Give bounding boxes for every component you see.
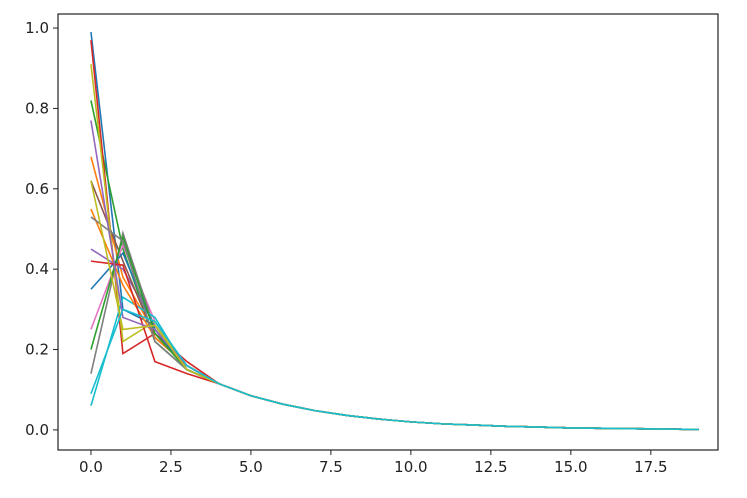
x-tick-label: 12.5 [474, 458, 507, 476]
x-tick-label: 2.5 [159, 458, 183, 476]
y-tick-label: 0.2 [25, 341, 49, 359]
x-tick-label: 10.0 [394, 458, 427, 476]
line [90, 100, 699, 431]
line [90, 248, 699, 431]
line [90, 251, 699, 431]
x-tick-label: 17.5 [634, 458, 667, 476]
y-tick-label: 0.6 [25, 180, 49, 198]
line [90, 234, 699, 431]
line [90, 120, 699, 431]
line [90, 64, 699, 431]
x-tick-label: 5.0 [239, 458, 263, 476]
y-tick-label: 1.0 [25, 19, 49, 37]
line [90, 308, 699, 431]
line [90, 180, 699, 431]
x-tick-label: 7.5 [319, 458, 343, 476]
line [90, 208, 699, 431]
line [90, 242, 699, 431]
y-tick-label: 0.8 [25, 99, 49, 117]
line [90, 260, 699, 431]
x-tick-label: 15.0 [554, 458, 587, 476]
line [90, 180, 699, 431]
line [90, 156, 699, 431]
x-tick-label: 0.0 [79, 458, 103, 476]
line [90, 230, 699, 431]
y-tick-label: 0.4 [25, 260, 49, 278]
line [90, 31, 699, 431]
line [90, 216, 699, 431]
y-tick-label: 0.0 [25, 421, 49, 439]
plot-frame [57, 13, 719, 451]
